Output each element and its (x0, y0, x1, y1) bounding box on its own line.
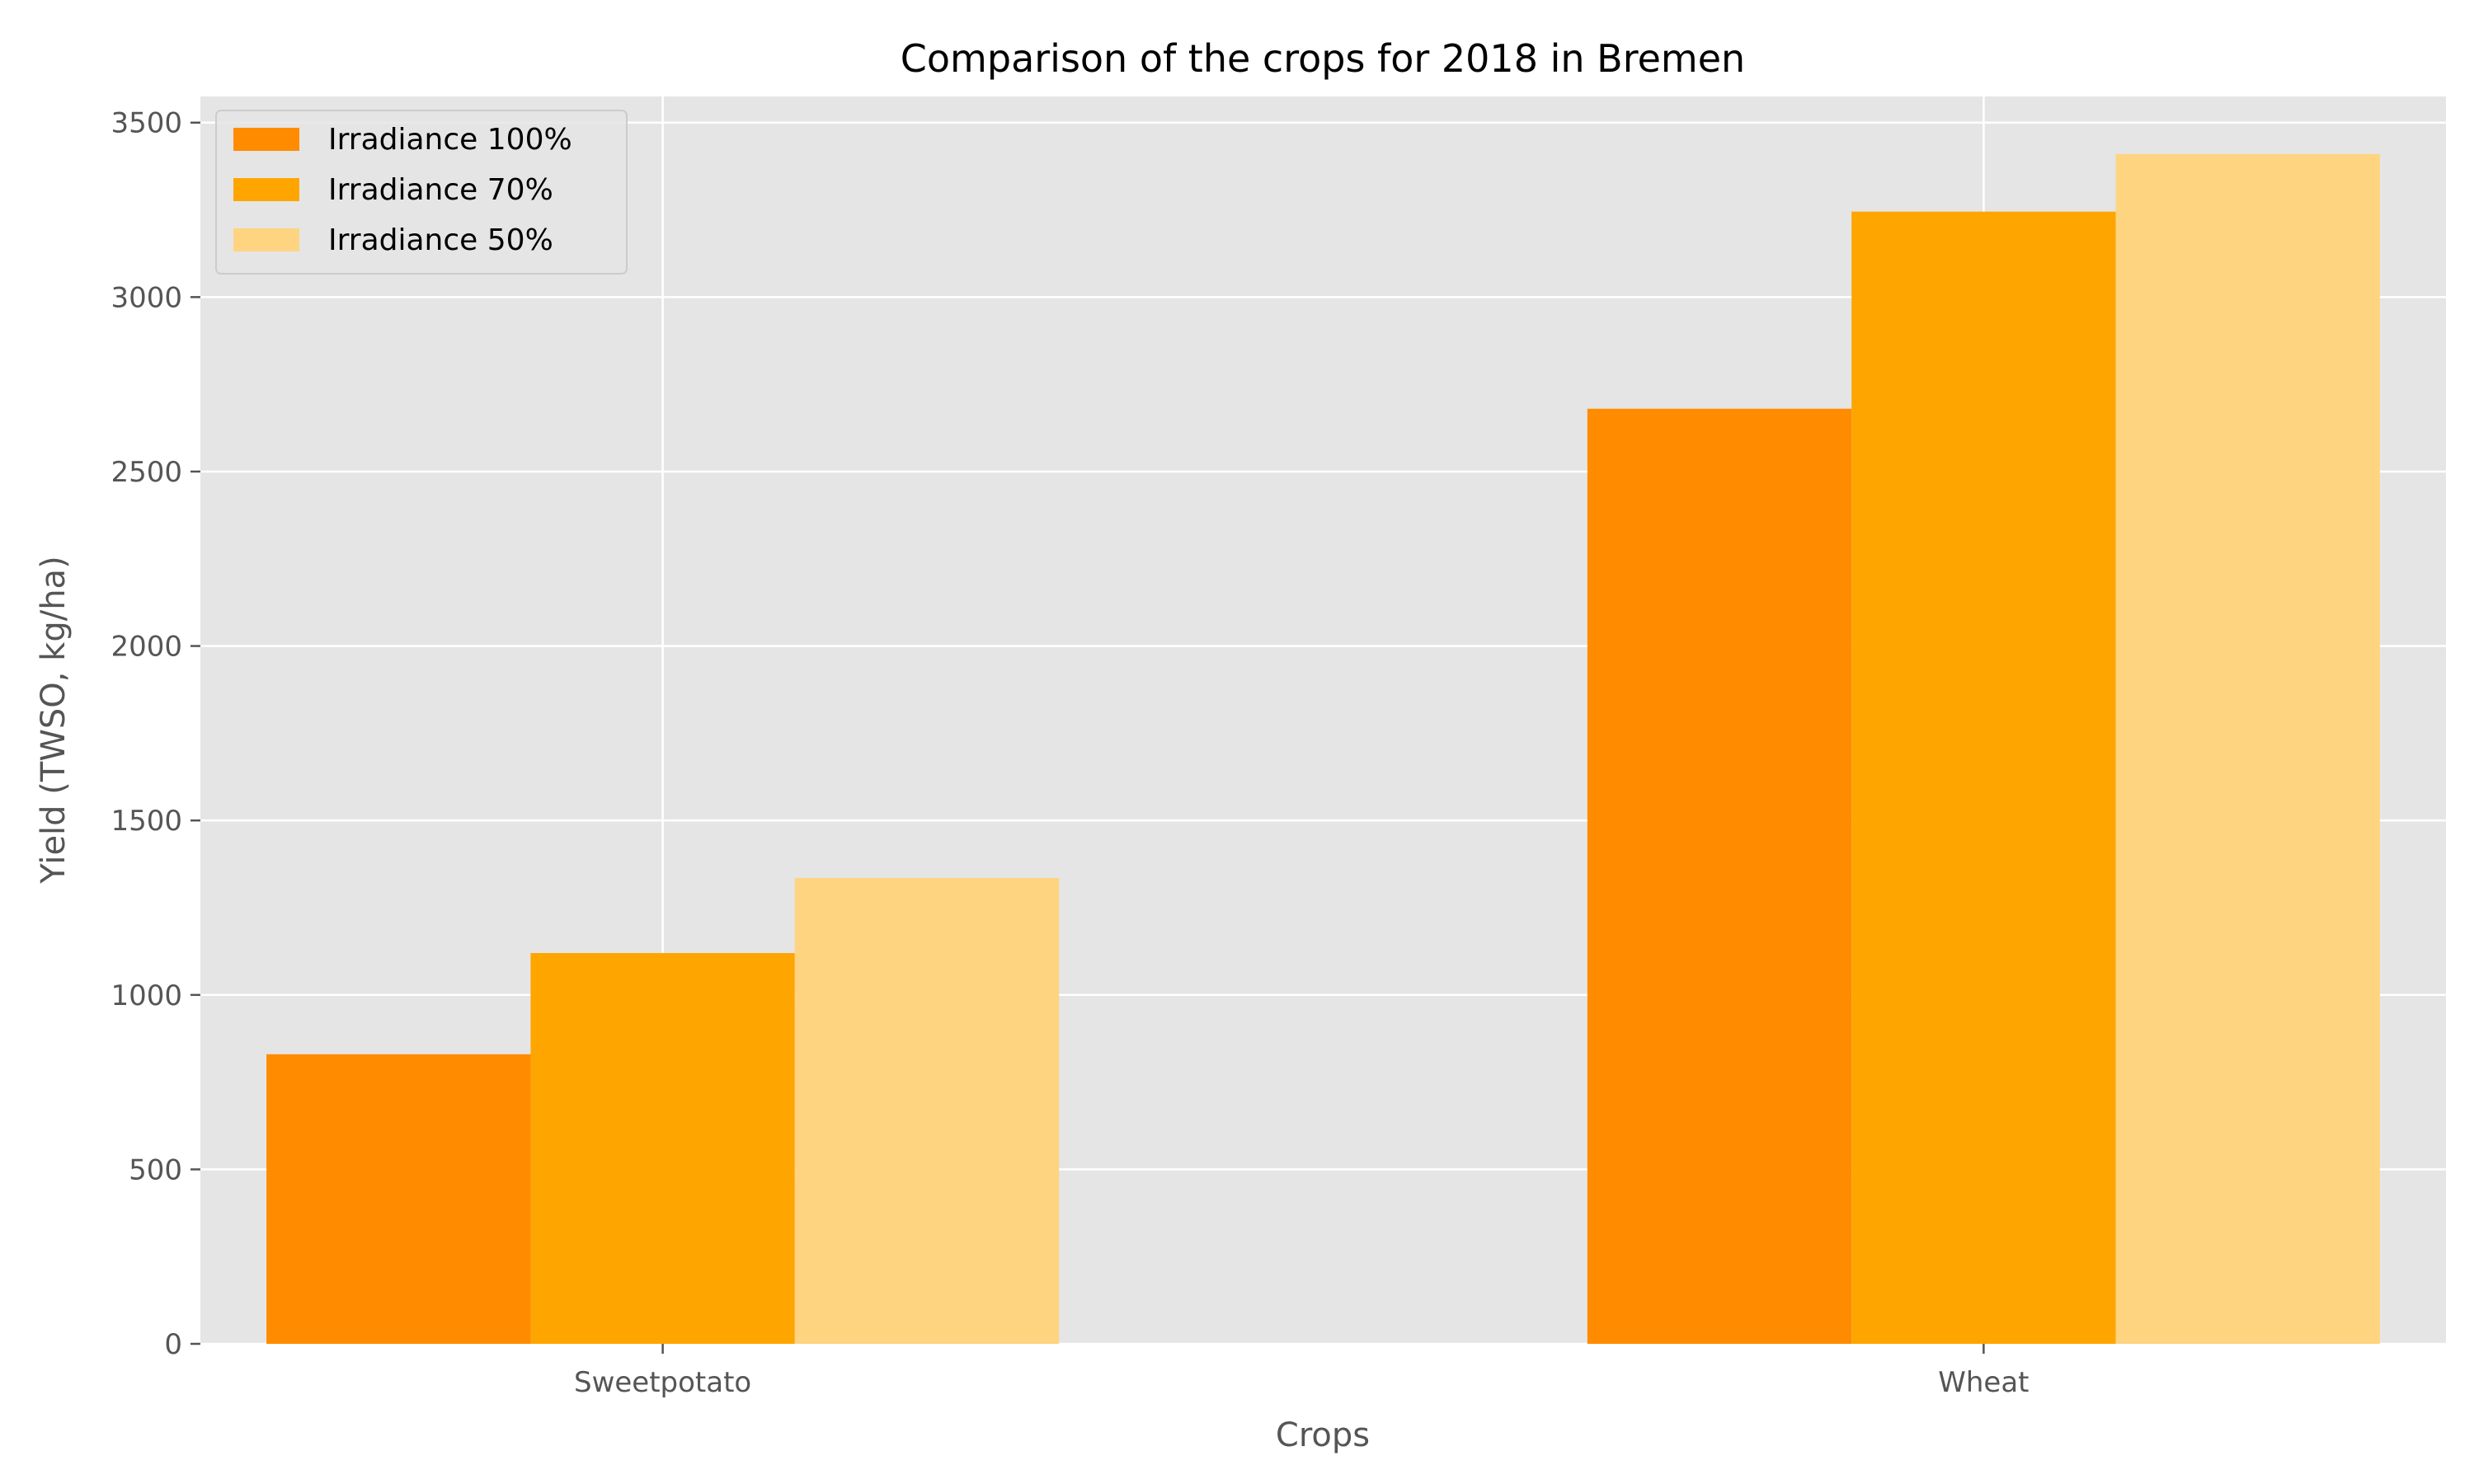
y-tick-label: 2000 (111, 631, 182, 664)
y-axis-ticks: 0 500 1000 1500 2000 2500 3000 3500 (111, 107, 200, 1361)
chart-title: Comparison of the crops for 2018 in Brem… (901, 36, 1745, 81)
bar (794, 878, 1060, 1344)
bar (1851, 211, 2116, 1345)
y-tick-label: 0 (164, 1328, 182, 1361)
x-tick-label: Sweetpotato (574, 1366, 751, 1399)
legend-label: Irradiance 70% (328, 173, 553, 207)
bar-group (266, 153, 2380, 1345)
legend-frame (215, 110, 628, 275)
legend-label: Irradiance 100% (328, 123, 572, 157)
x-axis-label: Crops (1276, 1416, 1370, 1454)
x-tick-label: Wheat (1938, 1366, 2029, 1399)
bar (530, 952, 795, 1344)
bar (2115, 153, 2380, 1344)
legend: Irradiance 100% Irradiance 70% Irradiance … (215, 110, 628, 275)
y-tick-label: 1000 (111, 979, 182, 1012)
y-tick-label: 1500 (111, 805, 182, 838)
bar (1587, 408, 1852, 1344)
y-tick-label: 2500 (111, 456, 182, 489)
legend-swatch (233, 128, 299, 151)
y-tick-label: 3500 (111, 107, 182, 140)
legend-swatch (233, 228, 299, 251)
y-tick-label: 500 (129, 1153, 182, 1186)
y-tick-label: 3000 (111, 281, 182, 314)
bar (266, 1054, 531, 1344)
x-axis-ticks: Sweetpotato Wheat (574, 1344, 2030, 1399)
legend-swatch (233, 178, 299, 201)
y-axis-label: Yield (TWSO, kg/ha) (35, 556, 73, 884)
legend-label: Irradiance 50% (328, 223, 553, 257)
